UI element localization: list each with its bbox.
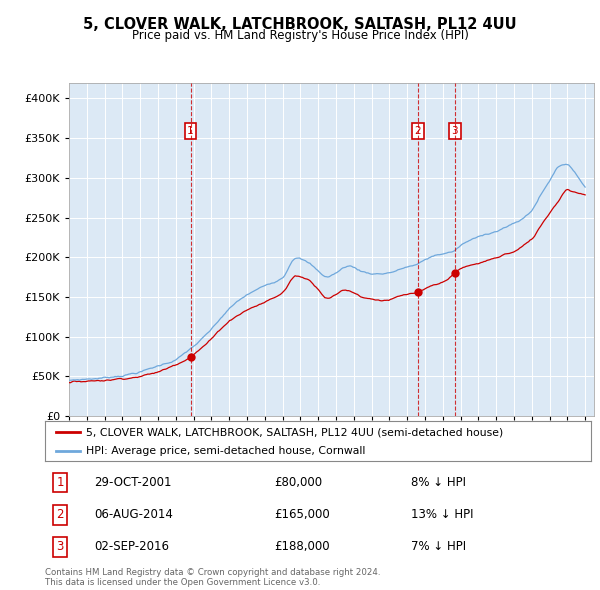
Text: Contains HM Land Registry data © Crown copyright and database right 2024.: Contains HM Land Registry data © Crown c…	[45, 568, 380, 576]
Text: 1: 1	[56, 476, 64, 489]
Text: 13% ↓ HPI: 13% ↓ HPI	[411, 508, 473, 522]
Text: Price paid vs. HM Land Registry's House Price Index (HPI): Price paid vs. HM Land Registry's House …	[131, 30, 469, 42]
Text: HPI: Average price, semi-detached house, Cornwall: HPI: Average price, semi-detached house,…	[86, 445, 365, 455]
Text: 06-AUG-2014: 06-AUG-2014	[94, 508, 173, 522]
Text: £165,000: £165,000	[274, 508, 330, 522]
Text: £80,000: £80,000	[274, 476, 322, 489]
Text: £188,000: £188,000	[274, 540, 330, 553]
Text: 02-SEP-2016: 02-SEP-2016	[94, 540, 169, 553]
Text: 29-OCT-2001: 29-OCT-2001	[94, 476, 172, 489]
Text: 3: 3	[56, 540, 64, 553]
Text: This data is licensed under the Open Government Licence v3.0.: This data is licensed under the Open Gov…	[45, 578, 320, 587]
Text: 5, CLOVER WALK, LATCHBROOK, SALTASH, PL12 4UU: 5, CLOVER WALK, LATCHBROOK, SALTASH, PL1…	[83, 17, 517, 31]
Text: 8% ↓ HPI: 8% ↓ HPI	[411, 476, 466, 489]
Text: 2: 2	[56, 508, 64, 522]
Text: 1: 1	[187, 126, 194, 136]
Text: 5, CLOVER WALK, LATCHBROOK, SALTASH, PL12 4UU (semi-detached house): 5, CLOVER WALK, LATCHBROOK, SALTASH, PL1…	[86, 427, 503, 437]
Text: 7% ↓ HPI: 7% ↓ HPI	[411, 540, 466, 553]
Text: 2: 2	[415, 126, 421, 136]
Text: 3: 3	[451, 126, 458, 136]
